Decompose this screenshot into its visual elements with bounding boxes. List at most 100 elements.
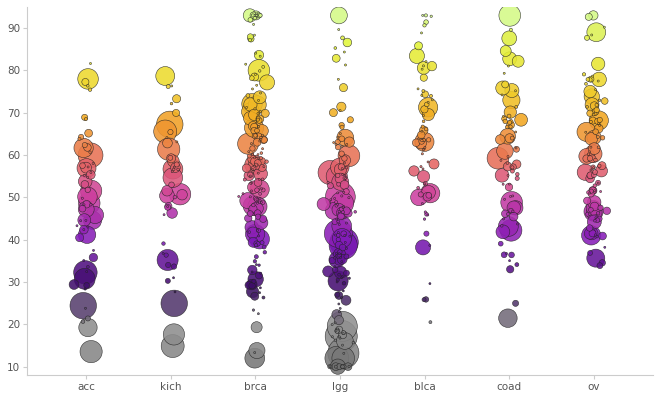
Point xyxy=(251,12,262,19)
Point xyxy=(583,76,593,83)
Point xyxy=(504,184,514,190)
Point xyxy=(498,181,508,188)
Point xyxy=(249,258,260,265)
Point xyxy=(589,199,599,205)
Point xyxy=(80,181,90,188)
Point xyxy=(248,239,258,245)
Point xyxy=(168,166,179,172)
Point xyxy=(254,12,265,19)
Point xyxy=(498,216,509,222)
Point xyxy=(416,92,427,99)
Point xyxy=(246,109,256,115)
Point xyxy=(250,71,261,78)
Point xyxy=(335,166,346,173)
Point xyxy=(169,263,180,270)
Point xyxy=(504,135,515,141)
Point xyxy=(581,153,592,160)
Point xyxy=(333,253,344,259)
Point xyxy=(425,190,436,196)
Point xyxy=(258,64,269,70)
Point xyxy=(589,145,599,152)
Point xyxy=(506,207,516,213)
Point xyxy=(252,139,263,146)
Point xyxy=(585,88,595,95)
Point xyxy=(329,139,339,146)
Point xyxy=(244,229,255,235)
Point xyxy=(499,252,510,258)
Point xyxy=(340,62,350,68)
Point xyxy=(333,229,344,236)
Point xyxy=(259,249,270,255)
Point xyxy=(590,157,601,163)
Point xyxy=(82,83,93,89)
Point xyxy=(247,101,257,107)
Point xyxy=(252,210,263,216)
Point xyxy=(248,203,258,209)
Point xyxy=(590,109,601,115)
Point xyxy=(499,70,510,77)
Point xyxy=(420,296,431,302)
Point xyxy=(159,211,170,218)
Point xyxy=(255,94,265,101)
Point xyxy=(586,191,597,197)
Point xyxy=(81,201,92,207)
Point xyxy=(252,102,263,108)
Point xyxy=(162,203,173,210)
Point xyxy=(416,140,426,146)
Point xyxy=(333,76,344,83)
Point xyxy=(175,191,185,198)
Point xyxy=(420,91,430,97)
Point xyxy=(158,250,168,257)
Point xyxy=(416,137,427,144)
Point xyxy=(166,182,177,188)
Point xyxy=(597,134,608,141)
Point xyxy=(253,160,263,166)
Point xyxy=(246,180,257,186)
Point xyxy=(587,230,598,237)
Point xyxy=(504,12,515,19)
Point xyxy=(420,58,431,65)
Point xyxy=(255,90,266,96)
Point xyxy=(251,127,262,134)
Point xyxy=(599,98,610,104)
Point xyxy=(262,79,273,86)
Point xyxy=(337,223,347,229)
Point xyxy=(341,164,352,171)
Point xyxy=(423,159,434,165)
Point xyxy=(591,215,601,221)
Point xyxy=(248,307,259,313)
Point xyxy=(330,45,341,51)
Point xyxy=(333,236,344,243)
Point xyxy=(500,48,511,54)
Point xyxy=(334,308,345,315)
Point xyxy=(584,225,595,231)
Point xyxy=(587,188,598,194)
Point xyxy=(247,282,257,289)
Point xyxy=(255,191,265,197)
Point xyxy=(166,83,177,89)
Point xyxy=(338,350,348,356)
Point xyxy=(580,169,591,176)
Point xyxy=(79,145,89,151)
Point xyxy=(503,153,513,160)
Point xyxy=(419,216,430,222)
Point xyxy=(498,229,508,235)
Point xyxy=(581,81,591,87)
Point xyxy=(83,164,94,170)
Point xyxy=(418,88,428,94)
Point xyxy=(249,162,259,168)
Point xyxy=(334,271,345,278)
Point xyxy=(328,109,339,116)
Point xyxy=(343,363,353,370)
Point xyxy=(418,63,429,69)
Point xyxy=(512,161,522,168)
Point xyxy=(252,12,263,19)
Point xyxy=(338,85,348,91)
Point xyxy=(341,188,352,195)
Point xyxy=(333,278,343,284)
Point xyxy=(169,164,180,170)
Point xyxy=(419,22,430,28)
Point xyxy=(254,186,265,193)
Point xyxy=(423,99,434,105)
Point xyxy=(426,63,437,69)
